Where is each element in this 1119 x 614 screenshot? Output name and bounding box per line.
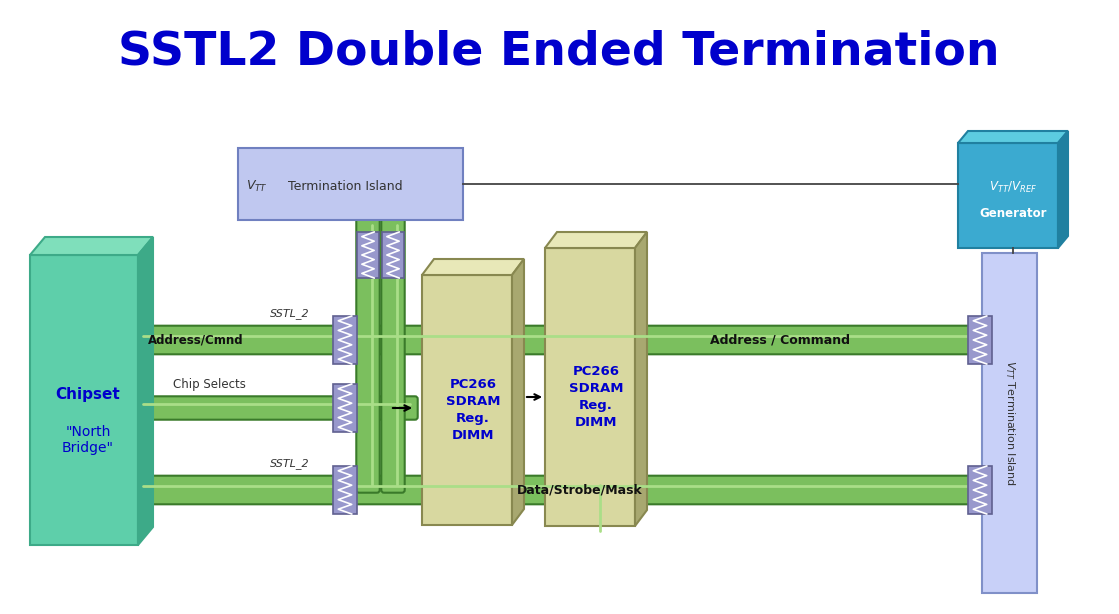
- Text: Chip Selects: Chip Selects: [173, 378, 246, 391]
- FancyBboxPatch shape: [584, 490, 608, 526]
- Text: $V_{TT}/V_{REF}$: $V_{TT}/V_{REF}$: [989, 180, 1037, 195]
- Text: SSTL_2: SSTL_2: [270, 458, 310, 469]
- Text: Generator: Generator: [979, 207, 1046, 220]
- Text: $V_{TT}$: $V_{TT}$: [246, 179, 267, 193]
- FancyBboxPatch shape: [135, 396, 417, 420]
- Text: Address / Command: Address / Command: [709, 333, 850, 346]
- Text: SSTL_2: SSTL_2: [270, 308, 310, 319]
- Text: $V_{TT}$ Termination Island: $V_{TT}$ Termination Island: [1003, 360, 1016, 486]
- Text: "North
Bridge": "North Bridge": [62, 425, 114, 455]
- Bar: [238, 148, 463, 220]
- Text: PC266
SDRAM
Reg.
DIMM: PC266 SDRAM Reg. DIMM: [568, 365, 623, 429]
- FancyBboxPatch shape: [382, 217, 405, 492]
- Bar: [968, 466, 993, 514]
- Text: Data/Strobe/Mask: Data/Strobe/Mask: [517, 483, 643, 497]
- Text: PC266
SDRAM
Reg.
DIMM: PC266 SDRAM Reg. DIMM: [445, 378, 500, 442]
- FancyBboxPatch shape: [356, 217, 379, 492]
- Polygon shape: [513, 259, 524, 525]
- Polygon shape: [958, 131, 1068, 143]
- Bar: [968, 316, 993, 364]
- Bar: [333, 316, 357, 364]
- Bar: [382, 232, 404, 278]
- Bar: [545, 248, 634, 526]
- Polygon shape: [634, 232, 647, 526]
- Polygon shape: [30, 237, 153, 255]
- Bar: [333, 466, 357, 514]
- FancyBboxPatch shape: [134, 325, 986, 354]
- Bar: [982, 253, 1037, 593]
- Polygon shape: [545, 232, 647, 248]
- Bar: [357, 232, 379, 278]
- Bar: [958, 143, 1057, 248]
- Bar: [333, 384, 357, 432]
- FancyBboxPatch shape: [134, 476, 986, 504]
- Polygon shape: [1057, 131, 1068, 248]
- Text: Address/Cmnd: Address/Cmnd: [148, 333, 244, 346]
- Bar: [30, 255, 138, 545]
- Text: Chipset: Chipset: [56, 387, 121, 403]
- Polygon shape: [422, 259, 524, 275]
- Bar: [422, 275, 513, 525]
- Polygon shape: [138, 237, 153, 545]
- Text: SSTL2 Double Ended Termination: SSTL2 Double Ended Termination: [119, 29, 999, 74]
- Text: Termination Island: Termination Island: [288, 179, 403, 193]
